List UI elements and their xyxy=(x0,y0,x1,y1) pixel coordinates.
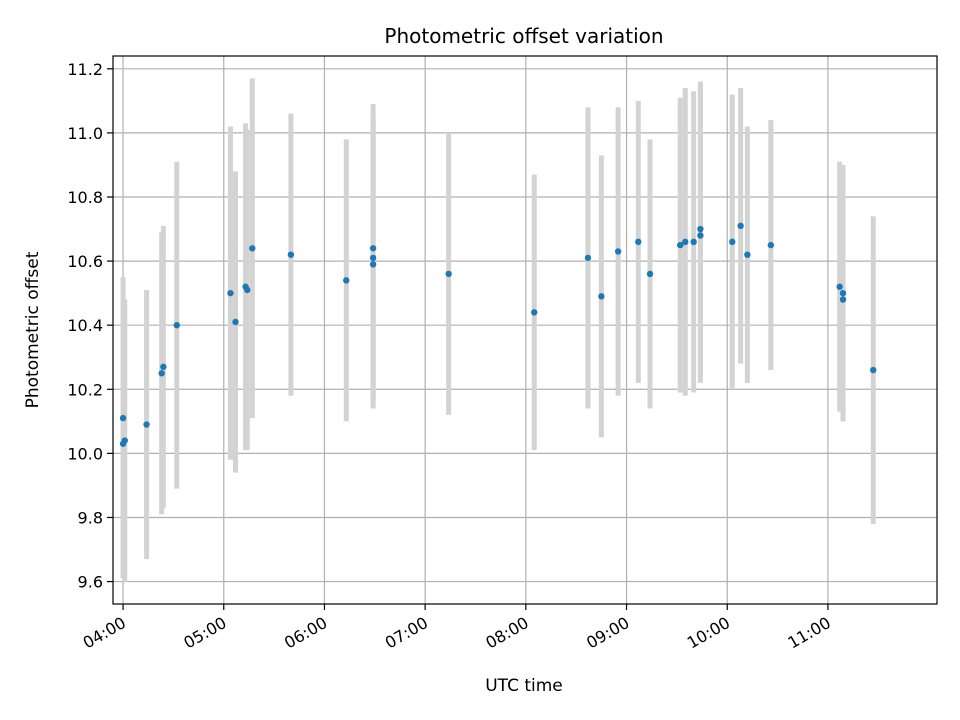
data-point xyxy=(744,251,751,258)
y-tick-label: 10.0 xyxy=(67,444,103,463)
data-point xyxy=(119,414,127,422)
data-point xyxy=(244,286,251,294)
data-point xyxy=(839,296,847,303)
data-point xyxy=(737,222,744,230)
data-point xyxy=(690,238,697,246)
data-point xyxy=(614,248,622,255)
x-axis: 04:00 05:00 06:00 07:00 08:00 09:00 10:00 11:00 xyxy=(80,604,834,653)
data-point xyxy=(729,238,736,246)
data-point xyxy=(646,270,654,278)
data-point xyxy=(119,440,127,447)
data-point xyxy=(369,254,377,262)
data-point xyxy=(682,238,689,246)
y-tick-label: 10.4 xyxy=(67,316,103,335)
data-point xyxy=(143,421,150,428)
data-points xyxy=(119,222,877,447)
y-axis: 9.6 9.8 10.0 10.2 10.4 10.6 10.8 11.0 11.2 xyxy=(67,60,113,592)
data-point xyxy=(870,366,877,374)
x-tick-label: 08:00 xyxy=(482,613,531,653)
data-point xyxy=(160,363,167,371)
data-point xyxy=(697,225,704,233)
data-point xyxy=(697,232,704,239)
data-point xyxy=(635,238,642,246)
x-tick-label: 05:00 xyxy=(180,613,229,653)
x-tick-label: 06:00 xyxy=(281,613,330,653)
data-point xyxy=(836,283,843,290)
data-point xyxy=(767,241,775,249)
data-point xyxy=(158,370,165,377)
x-tick-label: 11:00 xyxy=(784,613,833,653)
data-point xyxy=(445,270,452,278)
y-tick-label: 10.8 xyxy=(67,188,103,207)
data-point xyxy=(677,241,684,249)
error-bars xyxy=(120,78,876,582)
y-tick-label: 10.2 xyxy=(67,380,103,399)
y-tick-label: 11.0 xyxy=(67,124,103,143)
data-point xyxy=(249,245,256,252)
x-axis-label: UTC time xyxy=(485,676,563,696)
data-point xyxy=(839,289,847,297)
data-point xyxy=(227,289,234,297)
data-point xyxy=(369,261,377,268)
plot-frame xyxy=(112,55,938,605)
data-point xyxy=(173,321,180,329)
y-tick-label: 11.2 xyxy=(67,60,103,79)
y-tick-label: 10.6 xyxy=(67,252,103,271)
data-point xyxy=(584,254,592,262)
data-point xyxy=(531,309,538,316)
x-tick-label: 04:00 xyxy=(80,613,129,653)
data-point xyxy=(343,277,350,284)
chart-title: Photometric offset variation xyxy=(384,24,663,48)
data-point xyxy=(369,245,377,252)
y-tick-label: 9.6 xyxy=(78,573,103,592)
data-point xyxy=(598,293,605,300)
data-point xyxy=(287,251,295,258)
y-tick-label: 9.8 xyxy=(78,508,103,527)
x-tick-label: 10:00 xyxy=(684,613,733,653)
y-axis-label: Photometric offset xyxy=(23,251,43,408)
data-point xyxy=(232,318,239,326)
x-tick-label: 07:00 xyxy=(382,613,431,653)
x-tick-label: 09:00 xyxy=(583,613,632,653)
